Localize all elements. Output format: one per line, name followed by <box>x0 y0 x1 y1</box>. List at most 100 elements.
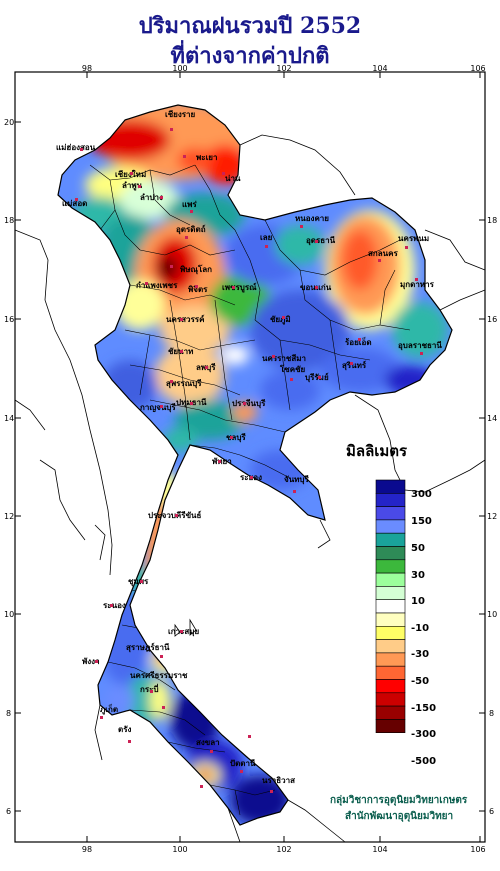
legend-swatch <box>375 519 406 534</box>
place-label: หนองคาย <box>295 214 329 223</box>
legend-label: 50 <box>411 543 425 554</box>
legend-swatch <box>375 586 406 601</box>
place-label: ลำพูน <box>122 181 143 191</box>
credit-line-1: กลุ่มวิชาการอุตุนิยมวิทยาเกษตร <box>330 794 468 806</box>
legend-label: -500 <box>411 756 436 767</box>
legend-label: 10 <box>411 596 425 607</box>
place-label: ชัยภูมิ <box>270 315 291 325</box>
place-label: อุตรดิตถ์ <box>176 224 206 235</box>
tick-bottom-106: 106 <box>470 845 485 854</box>
place-label: เลย <box>260 233 273 242</box>
tick-left-16: 16 <box>4 315 14 324</box>
place-label: เชียงราย <box>165 109 196 119</box>
tick-right-6: 6 <box>489 807 494 816</box>
legend-swatch <box>375 599 406 614</box>
credit-line-2: สำนักพัฒนาอุตุนิยมวิทยา <box>345 810 453 822</box>
place-label: เพชรบูรณ์ <box>222 282 257 293</box>
place-label: ประจวบคีรีขันธ์ <box>148 510 202 520</box>
tick-right-8: 8 <box>489 709 494 718</box>
place-label: นครสวรรค์ <box>166 314 204 324</box>
tick-bottom-102: 102 <box>276 845 291 854</box>
tick-bottom-104: 104 <box>372 845 387 854</box>
legend-value-labels: 300 150 50 30 10 -10 -30 -50 -150 -300 -… <box>411 489 436 767</box>
legend-swatch <box>375 479 406 494</box>
legend-colorbar <box>375 479 406 734</box>
tick-top-100: 100 <box>172 64 187 73</box>
graticule-ticks <box>15 72 485 842</box>
place-label: สกลนคร <box>368 249 398 258</box>
place-label: น่าน <box>225 174 241 183</box>
place-label: โชคชัย <box>279 364 306 374</box>
place-label: พิจิตร <box>188 285 208 294</box>
top-tick-labels: 98 100 102 104 106 <box>82 64 486 73</box>
tick-left-14: 14 <box>4 414 14 423</box>
map-title: ปริมาณฝนรวมปี 2552 <box>138 13 362 39</box>
place-label: นครศรีธรรมราช <box>130 670 188 680</box>
map-subtitle: ที่ต่างจากค่าปกติ <box>170 43 330 69</box>
tick-top-106: 106 <box>470 64 485 73</box>
left-tick-labels: 20 18 16 14 12 10 8 6 <box>4 118 14 816</box>
legend-label: -50 <box>411 676 429 687</box>
tick-right-14: 14 <box>487 414 497 423</box>
place-label: นครพนม <box>398 234 429 243</box>
tick-left-10: 10 <box>4 610 14 619</box>
right-tick-labels: 18 16 14 12 10 8 6 <box>487 216 497 816</box>
place-label: จันทบุรี <box>284 474 310 485</box>
legend-swatch <box>375 665 406 680</box>
place-label: ตรัง <box>118 725 131 734</box>
legend-swatch <box>375 652 406 667</box>
place-label: แม่ฮ่องสอน <box>56 143 96 152</box>
place-label: พัทยา <box>212 457 232 466</box>
legend-swatch <box>375 559 406 574</box>
place-label: กระบี่ <box>140 683 159 694</box>
legend-label: 150 <box>411 516 432 527</box>
place-label: ปราจีนบุรี <box>232 398 266 409</box>
legend-swatch <box>375 492 406 507</box>
place-label: สงขลา <box>196 738 220 747</box>
legend-swatch <box>375 639 406 654</box>
place-label: บุรีรัมย์ <box>305 372 329 383</box>
tick-bottom-100: 100 <box>172 845 187 854</box>
legend-label: -150 <box>411 703 436 714</box>
legend-swatch <box>375 719 406 734</box>
tick-left-12: 12 <box>4 512 14 521</box>
place-label: กำแพงเพชร <box>136 281 178 290</box>
tick-bottom-98: 98 <box>82 845 92 854</box>
place-label: ชุมพร <box>128 577 149 587</box>
place-label: ชลบุรี <box>226 432 246 443</box>
tick-left-6: 6 <box>6 807 11 816</box>
legend-label: -10 <box>411 623 429 634</box>
station-markers <box>75 128 423 793</box>
place-label: แม่สอด <box>62 199 87 208</box>
tick-top-102: 102 <box>276 64 291 73</box>
legend-swatch <box>375 692 406 707</box>
legend-swatch <box>375 532 406 547</box>
place-label: ลำปาง <box>140 193 163 202</box>
place-label: พะเยา <box>196 153 217 162</box>
legend-swatch <box>375 625 406 640</box>
tick-right-16: 16 <box>487 315 497 324</box>
legend-swatch <box>375 546 406 561</box>
place-label: เกาะสมุย <box>168 627 200 637</box>
legend-unit-label: มิลลิเมตร <box>346 442 408 460</box>
legend-label: -300 <box>411 729 436 740</box>
tick-left-8: 8 <box>6 709 11 718</box>
legend-swatch <box>375 679 406 694</box>
place-label: อุบลราชธานี <box>398 340 442 351</box>
place-label: สุพรรณบุรี <box>166 378 202 389</box>
legend-label: -30 <box>411 649 429 660</box>
tick-right-10: 10 <box>487 610 497 619</box>
place-label: กาญจนบุรี <box>140 402 176 413</box>
place-label: อุดรธานี <box>306 235 336 246</box>
tick-left-20: 20 <box>4 118 14 127</box>
place-label: พังงา <box>82 657 100 666</box>
place-label: นราธิวาส <box>262 776 295 785</box>
place-label: นครราชสีมา <box>262 353 306 363</box>
bottom-tick-labels: 98 100 102 104 106 <box>82 845 486 854</box>
tick-right-18: 18 <box>487 216 497 225</box>
legend-swatch <box>375 506 406 521</box>
place-label: สุราษฎร์ธานี <box>126 642 170 653</box>
province-boundaries <box>89 164 411 816</box>
place-label: แพร่ <box>182 200 197 209</box>
